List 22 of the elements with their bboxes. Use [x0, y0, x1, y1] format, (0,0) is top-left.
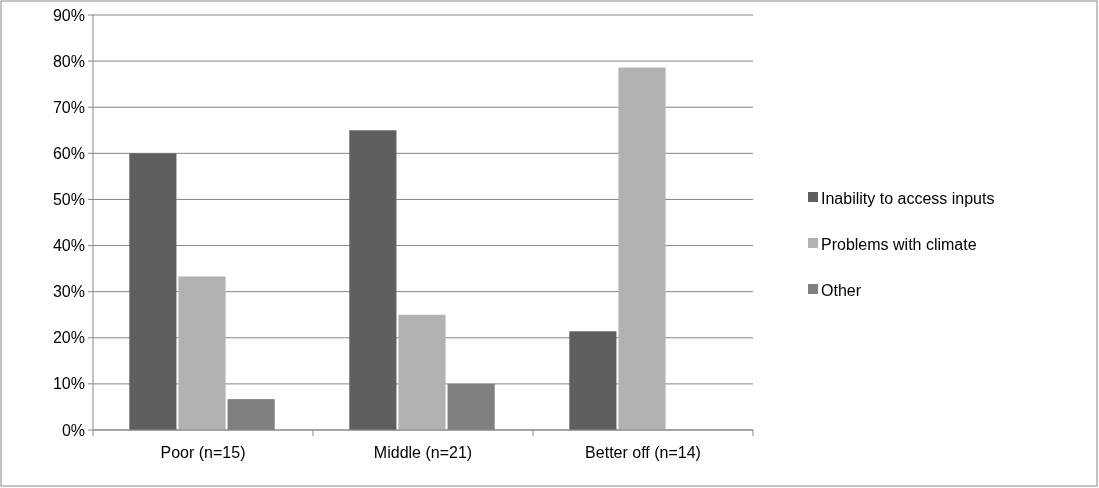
bar [129, 153, 177, 430]
legend-label: Inability to access inputs [821, 189, 995, 207]
x-tick-label: Poor (n=15) [160, 444, 246, 461]
y-tick-label: 30% [52, 283, 85, 301]
bar [618, 67, 666, 430]
bar [398, 314, 446, 430]
y-tick-label: 0% [61, 421, 85, 439]
bar [569, 331, 617, 430]
y-tick-label: 70% [52, 98, 85, 116]
bar [349, 130, 397, 430]
y-tick-label: 10% [52, 375, 85, 393]
bar [178, 276, 226, 430]
y-tick-label: 80% [52, 52, 85, 70]
x-tick-label: Better off (n=14) [585, 444, 701, 461]
y-tick-label: 20% [52, 329, 85, 347]
x-tick-label: Middle (n=21) [373, 444, 473, 461]
legend-label: Problems with climate [821, 235, 977, 253]
y-tick-label: 90% [52, 6, 85, 24]
y-tick-label: 50% [52, 191, 85, 209]
y-tick-label: 40% [52, 237, 85, 255]
legend-label: Other [821, 281, 862, 299]
y-tick-label: 60% [52, 144, 85, 162]
